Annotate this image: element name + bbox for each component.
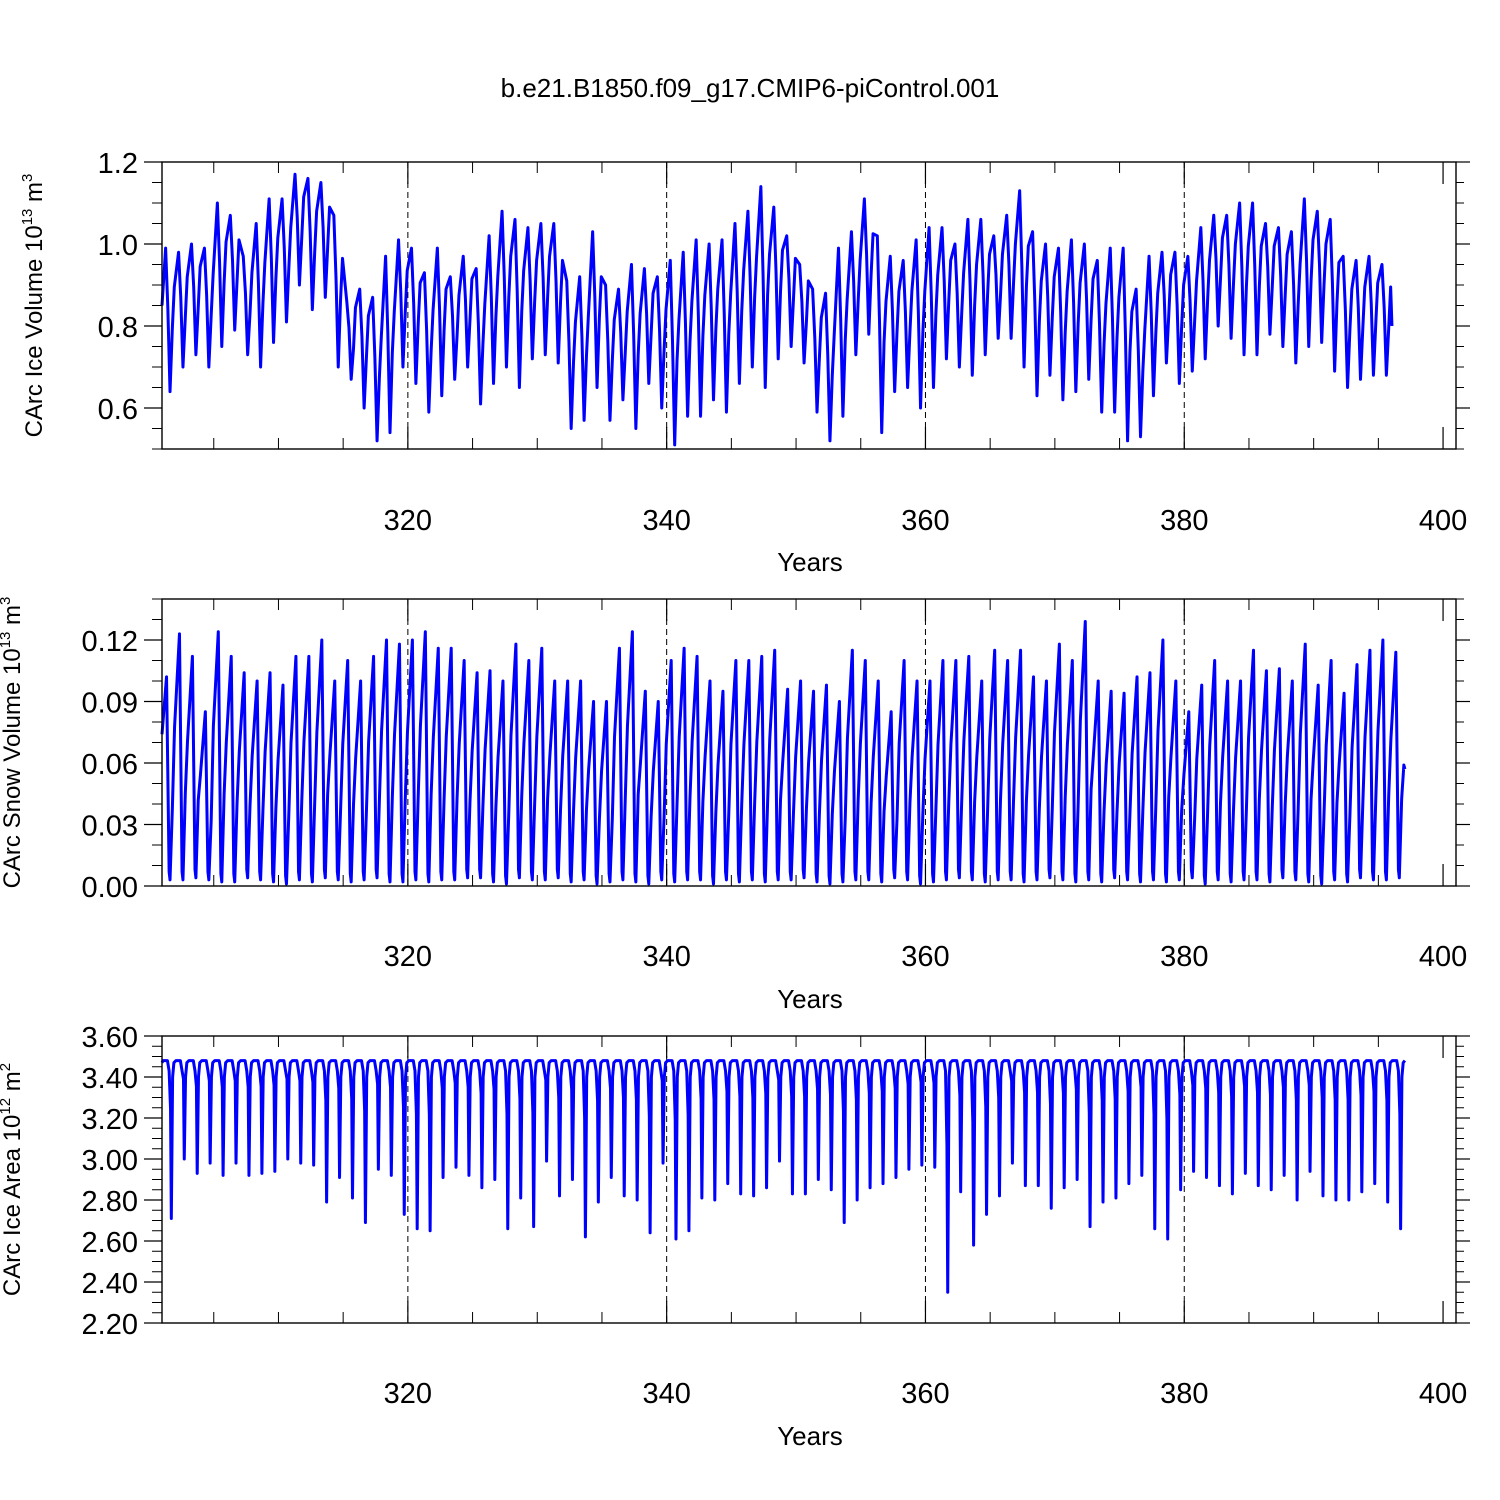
plot-frame — [161, 1035, 1457, 1324]
x-tick-label: 360 — [901, 505, 949, 537]
x-tick-label: 400 — [1419, 941, 1467, 973]
y-axis-title-unit: m — [0, 1071, 26, 1098]
series-line-ice-volume — [160, 172, 1394, 447]
series-line-ice-area — [160, 1059, 1407, 1294]
y-axis-title-main: CArc Snow Volume 10 — [0, 648, 26, 888]
x-tick-label: 320 — [384, 505, 432, 537]
x-tick-label: 400 — [1419, 505, 1467, 537]
panels-group: 320 340 360 380 400 0.6 0.8 1.0 1.2 Years CArc Ice… — [0, 148, 1470, 1451]
y-tick-label: 3.00 — [82, 1145, 138, 1177]
x-tick-label: 340 — [642, 1378, 690, 1410]
y-tick-label: 1.0 — [98, 230, 138, 262]
x-tick-label: 340 — [642, 505, 690, 537]
y-tick-label: 0.09 — [82, 688, 138, 720]
x-tick-label: 360 — [901, 941, 949, 973]
y-tick-label: 3.20 — [82, 1104, 138, 1136]
chart-title: b.e21.B1850.f09_g17.CMIP6-piControl.001 — [501, 73, 1000, 103]
x-tick-label: 340 — [642, 941, 690, 973]
panel-ice-volume: 320 340 360 380 400 0.6 0.8 1.0 1.2 Years CArc Ice… — [19, 148, 1470, 577]
x-tick-label: 320 — [384, 1378, 432, 1410]
y-axis-title-unit-exp: 2 — [0, 1063, 14, 1071]
x-axis-title: Years — [777, 1421, 843, 1451]
panel-ice-area: 320 340 360 380 400 2.20 2.40 2.60 2.80 3.00 3.20 3… — [0, 1022, 1470, 1451]
y-axis-title-unit-exp: 3 — [0, 597, 14, 605]
x-tick-label: 360 — [901, 1378, 949, 1410]
y-tick-label: 0.00 — [82, 872, 138, 904]
y-axis-title-exp: 13 — [0, 632, 14, 649]
x-tick-label: 400 — [1419, 1378, 1467, 1410]
y-axis-title-unit: m — [21, 182, 48, 209]
x-tick-label: 380 — [1160, 1378, 1208, 1410]
y-tick-label: 2.80 — [82, 1186, 138, 1218]
y-tick-label: 1.2 — [98, 148, 138, 180]
y-tick-label: 3.60 — [82, 1022, 138, 1054]
y-axis-title-main: CArc Ice Volume 10 — [21, 225, 48, 437]
y-tick-label: 0.03 — [82, 811, 138, 843]
y-axis-title: CArc Snow Volume 1013 m3 — [0, 597, 26, 889]
y-tick-label: 0.06 — [82, 749, 138, 781]
x-axis-title: Years — [777, 984, 843, 1014]
y-axis-title: CArc Ice Volume 1013 m3 — [19, 174, 48, 438]
y-tick-label: 2.20 — [82, 1309, 138, 1341]
x-axis-title: Years — [777, 547, 843, 577]
x-tick-label: 380 — [1160, 941, 1208, 973]
y-axis-title: CArc Ice Area 1012 m2 — [0, 1063, 26, 1296]
y-tick-label: 2.40 — [82, 1268, 138, 1300]
series-line-snow-volume — [160, 620, 1407, 886]
y-axis-title-unit: m — [0, 605, 26, 632]
y-tick-label: 2.60 — [82, 1227, 138, 1259]
y-axis-title-exp: 13 — [19, 209, 36, 226]
y-axis-title-unit-exp: 3 — [19, 174, 36, 182]
x-tick-label: 320 — [384, 941, 432, 973]
y-tick-label: 0.12 — [82, 626, 138, 658]
x-tick-label: 380 — [1160, 505, 1208, 537]
y-axis-title-main: CArc Ice Area 10 — [0, 1115, 26, 1296]
panel-snow-volume: 320 340 360 380 400 0.00 0.03 0.06 0.09 0.12 Years… — [0, 597, 1470, 1014]
y-tick-label: 0.8 — [98, 312, 138, 344]
y-axis-title-exp: 12 — [0, 1098, 14, 1115]
y-tick-label: 3.40 — [82, 1063, 138, 1095]
y-tick-label: 0.6 — [98, 394, 138, 426]
